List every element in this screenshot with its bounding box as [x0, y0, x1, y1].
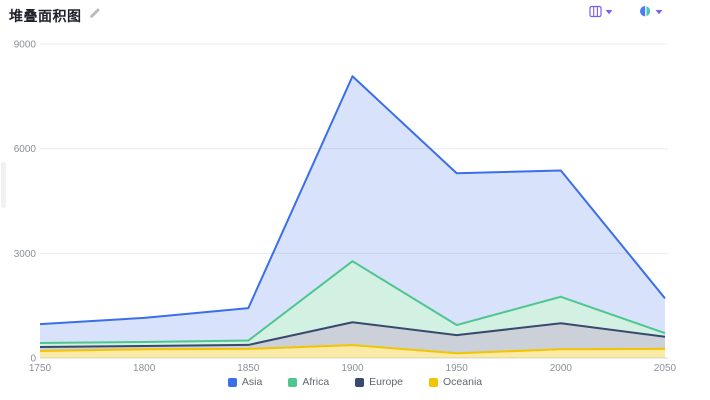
legend-item-africa[interactable]: Africa — [288, 376, 329, 388]
y-tick-label: 0 — [30, 354, 36, 365]
legend-label: Asia — [241, 376, 263, 388]
pencil-icon — [90, 8, 100, 18]
legend-item-asia[interactable]: Asia — [227, 376, 263, 388]
line-asia[interactable] — [39, 75, 666, 326]
y-tick-label: 3000 — [14, 249, 37, 260]
edit-title-icon[interactable] — [88, 7, 101, 25]
legend-label: Africa — [302, 376, 330, 388]
stacked-area-chart: 0 3000 6000 9000 1750 1800 1850 1900 1950 2000 205… — [14, 40, 677, 375]
y-tick-label: 9000 — [14, 40, 37, 51]
chart-title: 堆叠面积图 — [9, 8, 82, 24]
x-tick-label: 1750 — [29, 363, 52, 374]
legend-swatch — [429, 377, 439, 387]
x-tick-label: 1900 — [341, 363, 364, 374]
x-tick-label: 2050 — [654, 363, 677, 374]
x-tick-label: 2000 — [550, 363, 573, 374]
line-europe[interactable] — [39, 321, 666, 349]
chart-type-button[interactable] — [638, 4, 664, 19]
line-africa[interactable] — [39, 260, 666, 344]
caret-down-icon — [605, 9, 613, 14]
scrollbar-thumb[interactable] — [1, 162, 6, 208]
legend-label: Europe — [369, 376, 404, 388]
view-switch-button[interactable] — [588, 4, 614, 19]
legend-swatch — [288, 377, 298, 387]
legend-label: Oceania — [443, 376, 483, 388]
legend-swatch — [355, 377, 365, 387]
chart-legend: Asia Africa Europe Oceania — [0, 376, 710, 388]
legend-swatch — [227, 377, 237, 387]
table-columns-icon — [589, 5, 602, 18]
line-oceania[interactable] — [39, 344, 666, 355]
y-tick-label: 6000 — [14, 144, 37, 155]
legend-item-oceania[interactable]: Oceania — [429, 376, 482, 388]
area-africa[interactable] — [40, 261, 665, 348]
pie-chart-icon — [640, 6, 651, 17]
x-tick-label: 1950 — [446, 363, 469, 374]
area-asia[interactable] — [40, 76, 665, 343]
legend-item-europe[interactable]: Europe — [355, 376, 403, 388]
chart-toolbar — [588, 4, 664, 19]
x-tick-label: 1850 — [237, 363, 260, 374]
area-oceania[interactable] — [40, 345, 665, 358]
x-tick-label: 1800 — [133, 363, 156, 374]
caret-down-icon — [655, 9, 663, 14]
